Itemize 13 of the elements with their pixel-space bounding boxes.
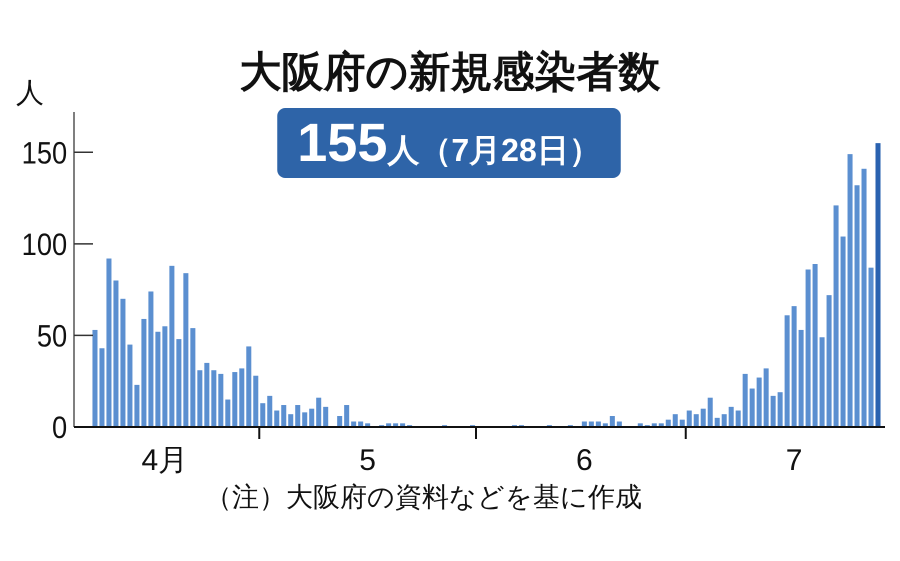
y-axis-title: 人 [16, 77, 44, 108]
subtitle: 155人（7月28日） [277, 108, 621, 178]
text: （注）大阪府の資料などを基に作成 [205, 482, 642, 512]
x-tick-label: 6 [576, 444, 593, 477]
y-tick-label: 50 [36, 320, 68, 354]
chart-subtitle: 155人（7月28日） [297, 113, 601, 173]
y-tick-label: 0 [52, 411, 68, 446]
chart-title: 大阪府の新規感染者数 [240, 48, 662, 95]
y-tick-label: 150 [22, 136, 68, 171]
x-tick-label: 4月 [142, 444, 188, 477]
x-tick-label: 5 [359, 444, 376, 477]
x-tick-label: 7 [786, 444, 802, 477]
y-tick-label: 100 [22, 228, 68, 262]
